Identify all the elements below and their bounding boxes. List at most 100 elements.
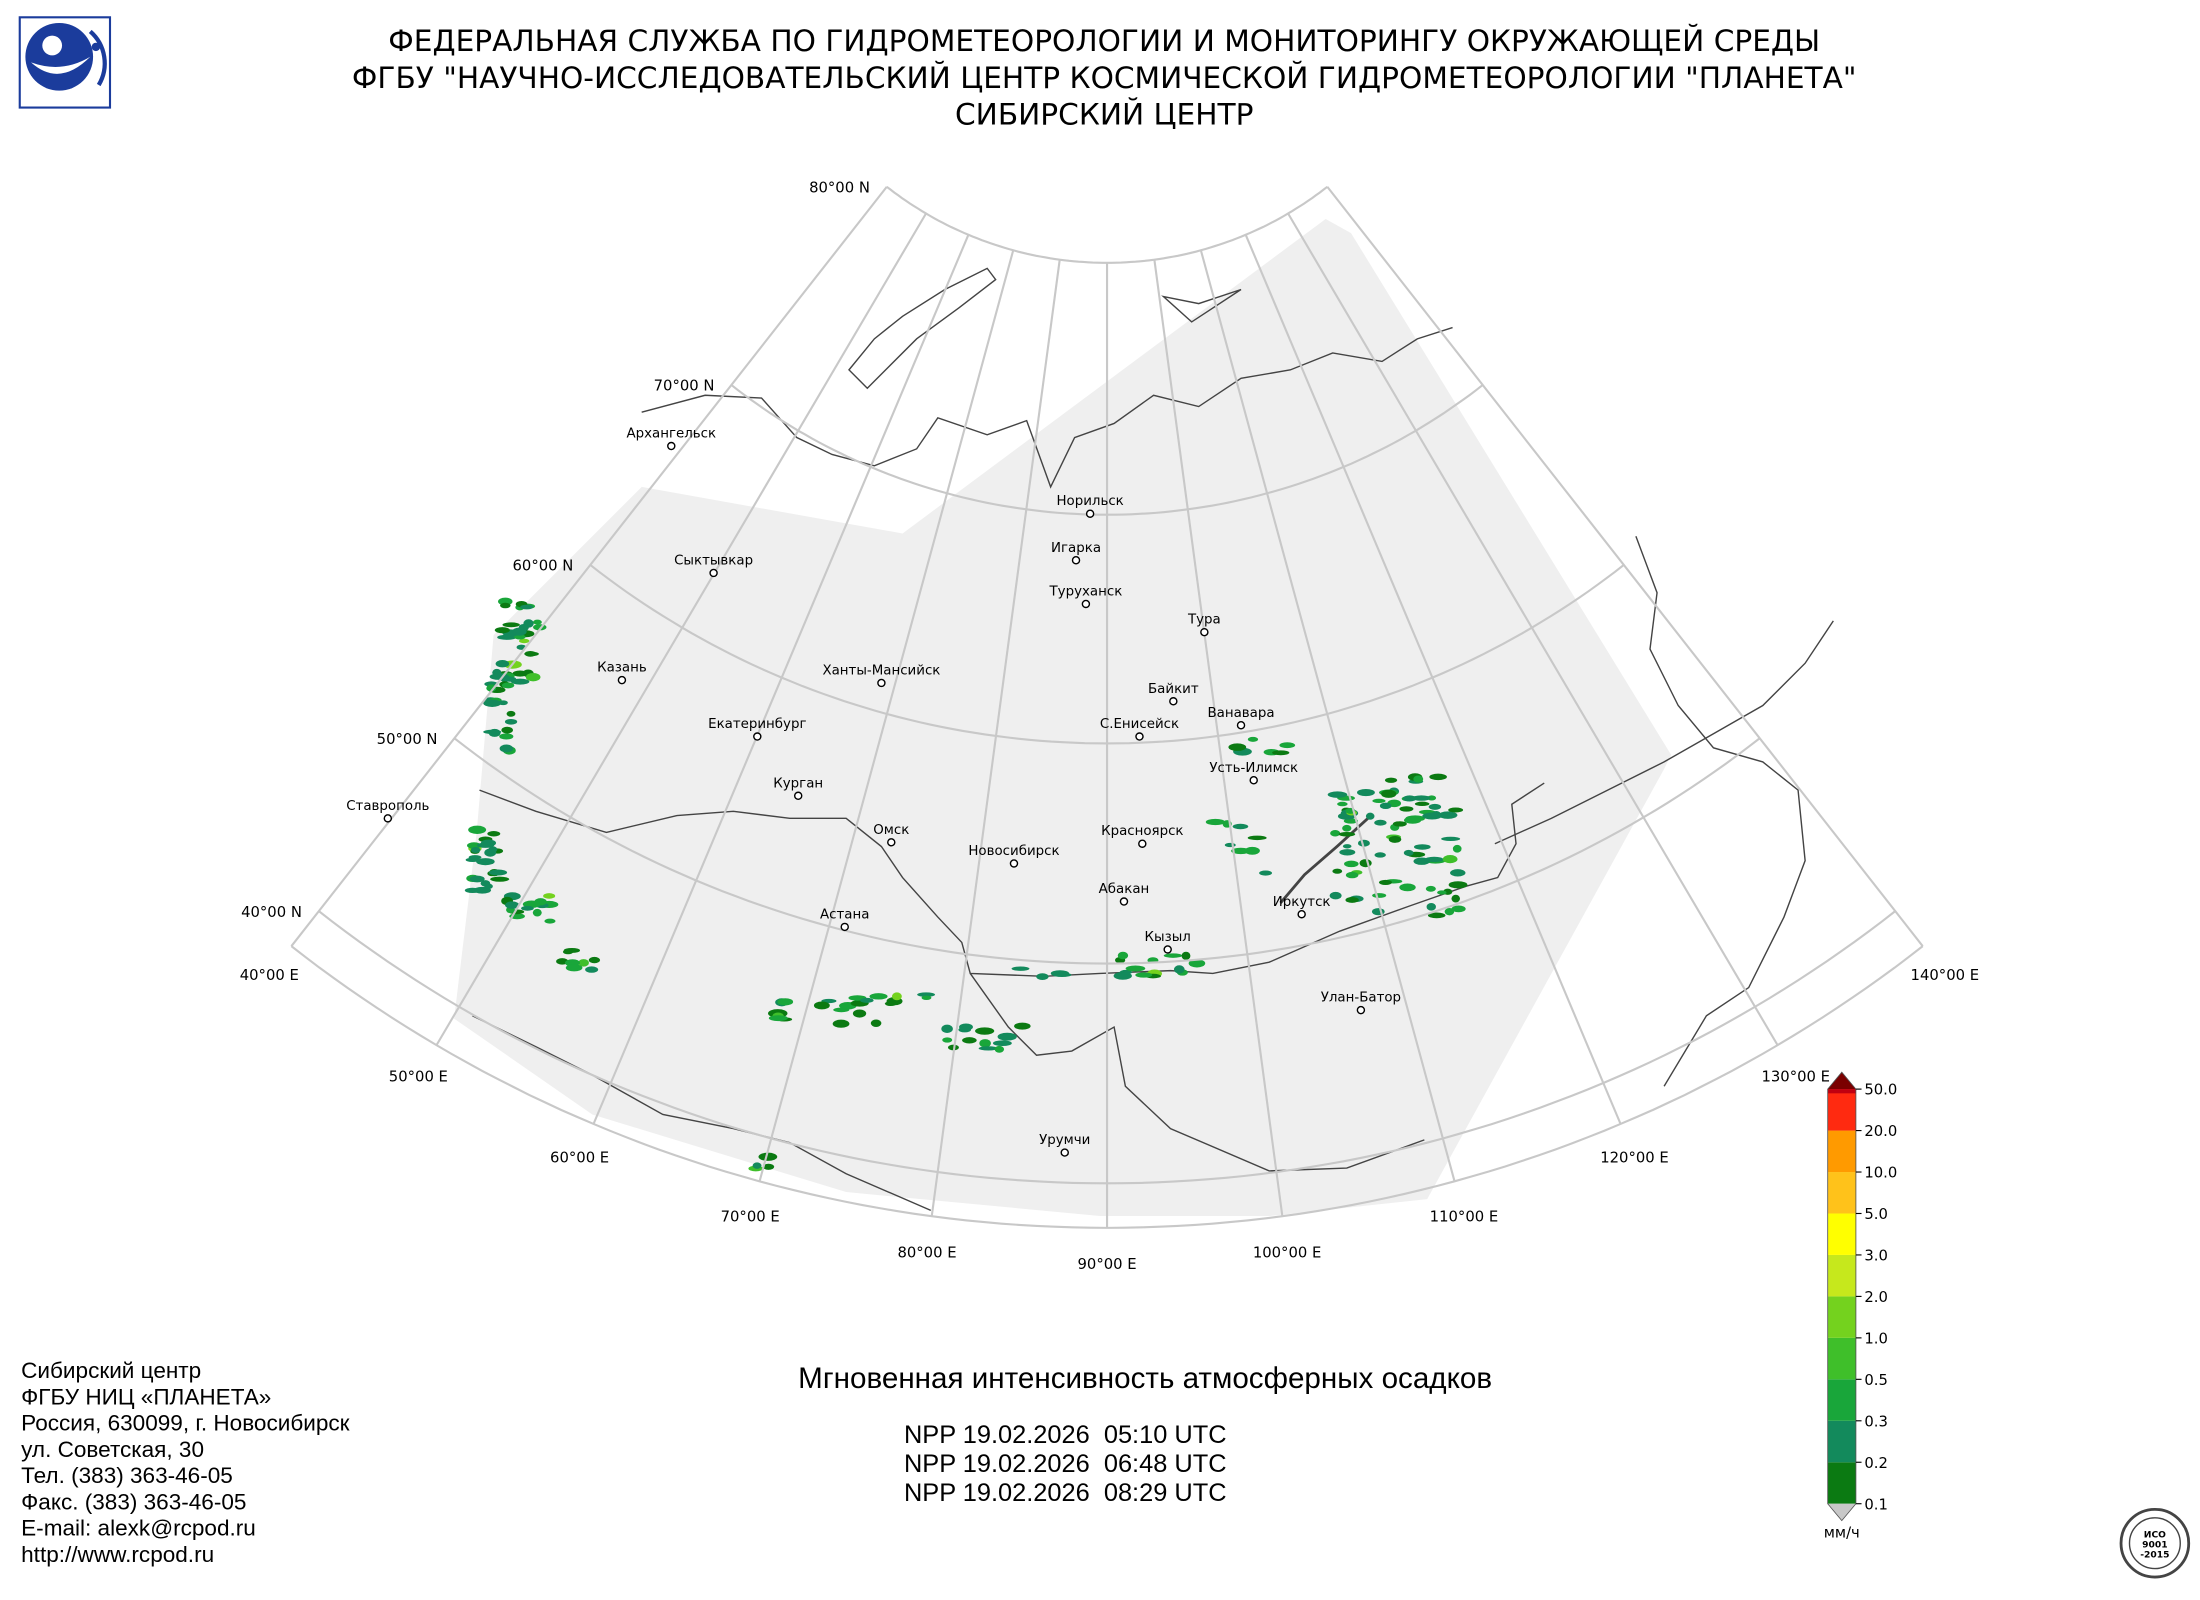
meridian-label: 40°00 E bbox=[240, 967, 299, 984]
city-label: Казань bbox=[597, 661, 647, 676]
meridian bbox=[1326, 186, 1924, 947]
city-marker bbox=[383, 814, 393, 823]
city-marker bbox=[793, 791, 803, 801]
header-line: СИБИРСКИЙ ЦЕНТР bbox=[955, 96, 1253, 131]
coastlines-and-borders bbox=[472, 267, 1834, 1212]
precip-patch bbox=[492, 668, 502, 677]
city-marker bbox=[1060, 1148, 1069, 1157]
contact-line: http://www.rcpod.ru bbox=[21, 1542, 214, 1567]
precip-patch bbox=[486, 684, 497, 692]
precip-patch bbox=[1232, 823, 1249, 830]
precip-patch bbox=[777, 998, 794, 1006]
meridian-label: 50°00 E bbox=[389, 1069, 448, 1086]
colorbar-unit: мм/ч bbox=[1824, 1525, 1860, 1542]
precip-patch bbox=[1173, 965, 1185, 974]
precip-patch bbox=[813, 1001, 830, 1010]
precip-patch bbox=[1224, 842, 1236, 848]
precip-patch bbox=[978, 1046, 998, 1051]
product-title: Мгновенная интенсивность атмосферных оса… bbox=[798, 1362, 1492, 1395]
precip-patch bbox=[495, 660, 510, 668]
city-label: Красноярск bbox=[1101, 824, 1183, 839]
precip-patch bbox=[962, 1037, 977, 1044]
city-marker bbox=[1009, 859, 1019, 868]
precip-patch bbox=[532, 908, 542, 917]
precip-patch bbox=[1125, 965, 1146, 972]
colorbar-segment bbox=[1827, 1254, 1856, 1297]
city-label: Ставрополь bbox=[346, 799, 429, 814]
city-marker bbox=[753, 732, 762, 741]
precip-patch bbox=[499, 733, 514, 740]
stamp-text: 9001 bbox=[2142, 1539, 2167, 1550]
precip-patch bbox=[1403, 849, 1414, 856]
precip-patch bbox=[1247, 736, 1259, 742]
city-marker bbox=[617, 675, 627, 685]
precip-patch bbox=[1429, 773, 1447, 781]
meridian bbox=[1244, 234, 1622, 1125]
precip-patch bbox=[464, 887, 481, 893]
precip-patch bbox=[585, 966, 599, 973]
precip-patch bbox=[758, 1152, 778, 1161]
meridian bbox=[592, 234, 970, 1125]
city-marker bbox=[1135, 732, 1144, 741]
precip-patch bbox=[1163, 953, 1183, 958]
precip-patch bbox=[1244, 846, 1260, 855]
city-label: Астана bbox=[820, 907, 869, 922]
parallel-label: 40°00 N bbox=[241, 904, 302, 921]
precip-patch bbox=[487, 831, 501, 837]
city-label: Омск bbox=[873, 823, 909, 838]
precip-patch bbox=[1327, 791, 1348, 798]
colorbar-top-band bbox=[1827, 1089, 1856, 1094]
meridian-label: 140°00 E bbox=[1911, 967, 1980, 984]
precip-patch bbox=[480, 880, 491, 887]
precip-patch bbox=[494, 627, 510, 634]
precip-patch bbox=[1427, 912, 1446, 919]
city-marker bbox=[1071, 556, 1081, 565]
city-label: Ханты-Мансийск bbox=[822, 663, 940, 678]
precip-patch bbox=[892, 992, 902, 1001]
parallel-label: 70°00 N bbox=[654, 378, 715, 395]
colorbar-label: 5.0 bbox=[1864, 1206, 1888, 1223]
precip-patch bbox=[502, 622, 520, 628]
precip-patch bbox=[1451, 905, 1466, 913]
precip-patch bbox=[1372, 893, 1387, 898]
city-label: Екатеринбург bbox=[708, 716, 806, 732]
precip-patch bbox=[1050, 970, 1070, 977]
contact-line: E-mail: alexk@rcpod.ru bbox=[21, 1516, 256, 1541]
precip-patch bbox=[1425, 885, 1436, 892]
precip-patch bbox=[917, 992, 935, 997]
precip-patch bbox=[1344, 860, 1359, 868]
precip-patch bbox=[1381, 789, 1397, 798]
precip-patch bbox=[1442, 855, 1458, 864]
precip-patch bbox=[469, 875, 485, 883]
precip-patch bbox=[524, 650, 537, 657]
city-label: Абакан bbox=[1099, 881, 1150, 897]
precip-patch bbox=[1441, 836, 1461, 841]
precip-patch bbox=[1357, 788, 1375, 797]
precip-patch bbox=[1405, 815, 1425, 822]
precip-patch bbox=[1422, 812, 1442, 820]
precip-patch bbox=[483, 699, 502, 707]
precip-patch bbox=[1414, 801, 1430, 807]
precip-patch bbox=[870, 1019, 882, 1027]
colorbar-over bbox=[1827, 1072, 1856, 1090]
precip-patch bbox=[488, 846, 498, 853]
precip-patch bbox=[500, 602, 511, 609]
precip-patch bbox=[505, 901, 520, 909]
city-marker bbox=[877, 678, 886, 688]
city-label: Улан-Батор bbox=[1321, 991, 1401, 1006]
precip-patch bbox=[1379, 802, 1392, 810]
precip-patch bbox=[1036, 973, 1049, 981]
colorbar-segment bbox=[1827, 1172, 1856, 1214]
colorbar-label: 0.5 bbox=[1864, 1372, 1888, 1389]
precip-patch bbox=[1374, 852, 1386, 858]
colorbar-label: 20.0 bbox=[1864, 1123, 1897, 1140]
precip-patch bbox=[992, 1040, 1012, 1047]
precip-patch bbox=[563, 947, 580, 953]
precip-patch bbox=[1384, 777, 1398, 783]
precip-patch bbox=[1337, 801, 1348, 807]
colorbar-label: 0.3 bbox=[1864, 1413, 1888, 1430]
precip-patch bbox=[1345, 871, 1359, 879]
precip-patch bbox=[504, 718, 518, 725]
